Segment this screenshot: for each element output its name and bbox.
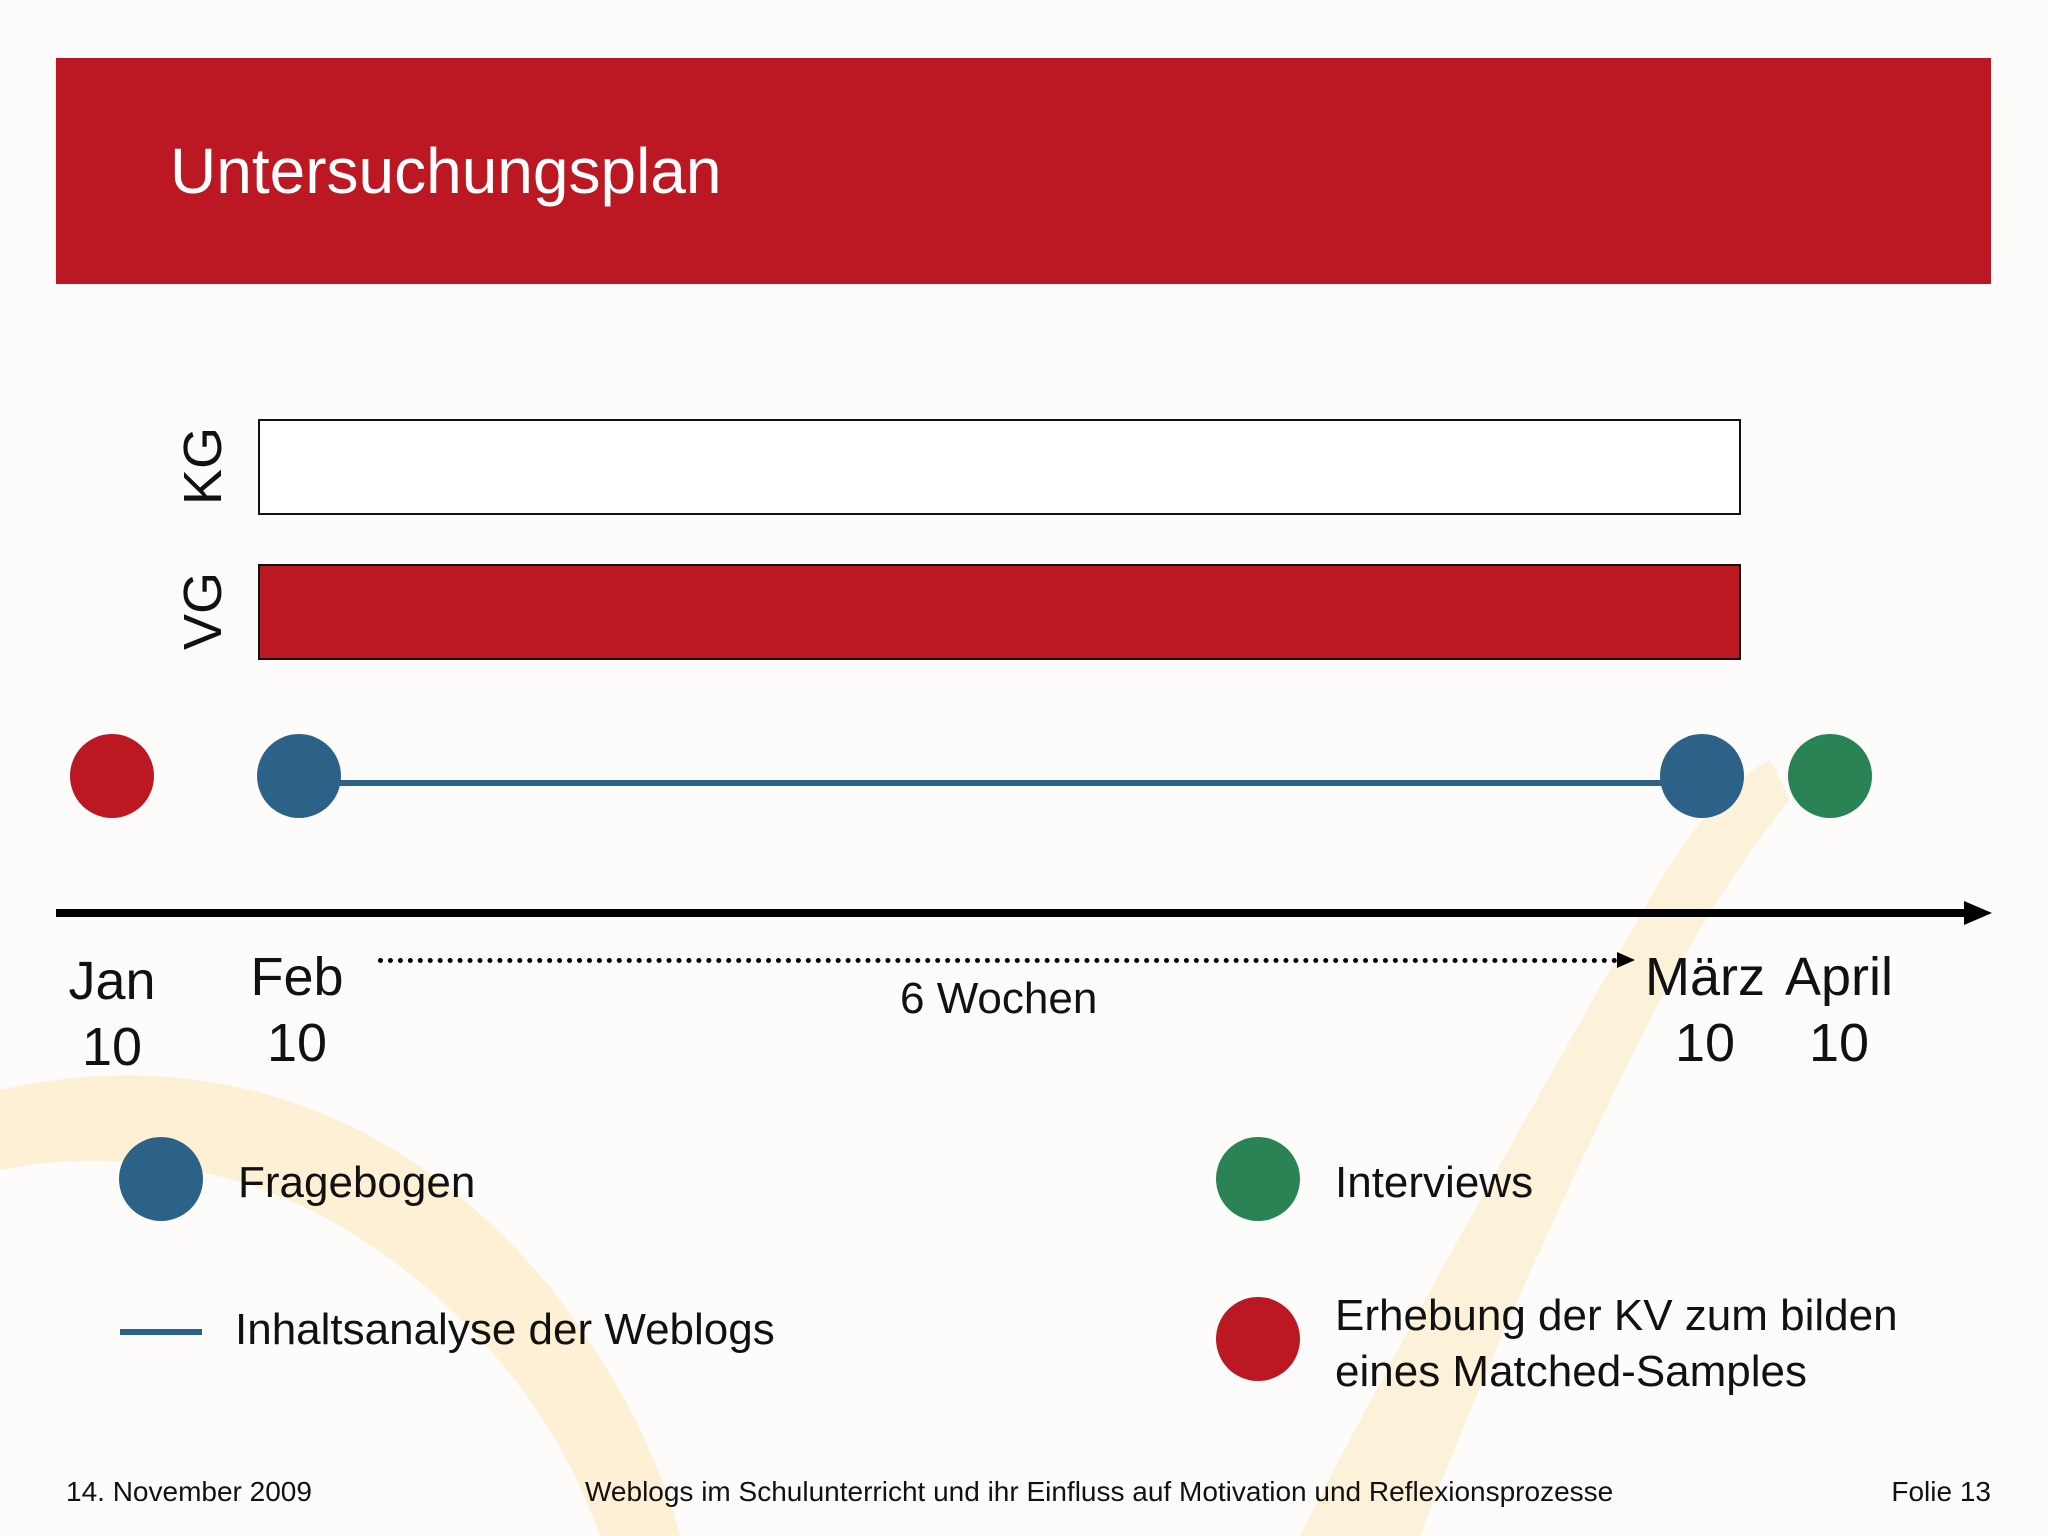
content-analysis-line xyxy=(298,780,1702,786)
time-axis xyxy=(56,909,1966,917)
legend-content-analysis-swatch xyxy=(120,1329,202,1335)
tick-year: 10 xyxy=(1808,1013,1870,1073)
interview-marker xyxy=(1788,734,1872,818)
control-group-bar xyxy=(258,419,1741,515)
duration-arrowhead xyxy=(1617,952,1635,968)
tick-label-april: April 10 xyxy=(1772,944,1906,1076)
tick-month: April xyxy=(1784,947,1894,1007)
footer-date: 14. November 2009 xyxy=(66,1476,312,1507)
tick-label-maerz: März 10 xyxy=(1640,944,1770,1076)
tick-label-feb: Feb 10 xyxy=(237,944,357,1076)
experimental-group-bar xyxy=(258,564,1741,660)
legend-interviews-label: Interviews xyxy=(1335,1158,1534,1207)
time-axis-arrowhead xyxy=(1964,901,1992,925)
matching-survey-marker xyxy=(70,734,154,818)
legend-matching-line1: Erhebung der KV zum bilden xyxy=(1335,1291,1898,1340)
legend-content-analysis-label: Inhaltsanalyse der Weblogs xyxy=(235,1305,775,1354)
footer-subject: Weblogs im Schulunterricht und ihr Einfl… xyxy=(585,1476,1614,1507)
tick-month: Jan xyxy=(68,951,156,1011)
group-label-vg: VG xyxy=(173,571,233,651)
legend-matching-line2: eines Matched-Samples xyxy=(1335,1347,1808,1396)
tick-month: Feb xyxy=(250,947,344,1007)
legend-matching-swatch xyxy=(1216,1297,1300,1381)
tick-year: 10 xyxy=(81,1017,143,1077)
legend-interviews-swatch xyxy=(1216,1137,1300,1221)
legend-matching-label: Erhebung der KV zum bilden eines Matched… xyxy=(1335,1288,1898,1400)
title-bar: Untersuchungsplan xyxy=(56,58,1991,284)
group-label-kg: KG xyxy=(173,426,233,506)
questionnaire-marker-pre xyxy=(257,734,341,818)
slide-title: Untersuchungsplan xyxy=(170,135,722,207)
legend-questionnaire-label: Fragebogen xyxy=(238,1158,476,1207)
footer-slide-number: Folie 13 xyxy=(1891,1476,1991,1507)
tick-year: 10 xyxy=(1674,1013,1736,1073)
questionnaire-marker-post xyxy=(1660,734,1744,818)
legend-questionnaire-swatch xyxy=(119,1137,203,1221)
tick-year: 10 xyxy=(266,1013,328,1073)
tick-month: März xyxy=(1645,947,1765,1007)
tick-label-jan: Jan 10 xyxy=(52,948,172,1080)
duration-label: 6 Wochen xyxy=(900,974,1098,1023)
duration-arrow xyxy=(378,958,1618,963)
